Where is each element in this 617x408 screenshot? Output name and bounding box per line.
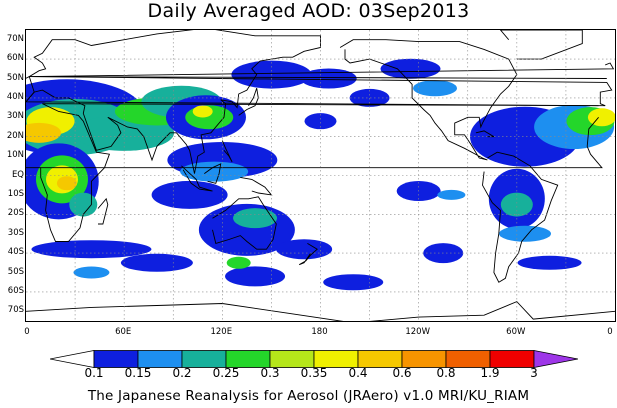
- aod-region: [151, 180, 228, 209]
- great-britain-coastline: [29, 62, 615, 79]
- latitude-label: 60S: [7, 285, 24, 296]
- color-scale-label: 0.4: [348, 366, 368, 380]
- latitude-label: 50N: [6, 72, 24, 83]
- sumatra-java-coastline: [181, 165, 213, 192]
- eurasia-west-coastline: [26, 75, 35, 103]
- borneo-coastline: [204, 163, 222, 184]
- latitude-label: 30N: [6, 111, 24, 122]
- latitude-label: 40S: [7, 247, 24, 258]
- aod-region: [587, 108, 615, 127]
- latitude-label: 10S: [7, 188, 24, 199]
- latitude-label: 20S: [7, 208, 24, 219]
- aod-region: [56, 176, 77, 191]
- new-zealand-coastline: [298, 243, 318, 266]
- latitude-label: 50S: [7, 266, 24, 277]
- aod-region: [437, 189, 466, 200]
- footer-credit: The Japanese Reanalysis for Aerosol (JRA…: [87, 388, 530, 404]
- coastlines: [26, 30, 615, 321]
- aod-region: [304, 113, 337, 130]
- aod-region: [31, 240, 152, 259]
- map-title: Daily Averaged AOD: 03Sep2013: [147, 0, 470, 22]
- latitude-label: 70S: [7, 305, 24, 316]
- aod-region: [69, 192, 98, 217]
- color-scale-label: 0.15: [124, 366, 152, 380]
- color-scale-swatch: [50, 350, 95, 368]
- aod-region: [225, 266, 286, 287]
- latitude-label: 10N: [6, 150, 24, 161]
- color-scale-swatch: [357, 350, 403, 368]
- new-guinea-coastline: [240, 176, 273, 196]
- latitude-label: 60N: [6, 53, 24, 64]
- longitude-label: 0: [24, 327, 30, 337]
- n-america-coastline: [339, 39, 518, 161]
- color-scale-label: 0.3: [260, 366, 280, 380]
- australia-coastline: [212, 196, 277, 250]
- aod-region: [192, 105, 213, 118]
- color-scale-label: 0.2: [172, 366, 192, 380]
- aod-region: [276, 239, 333, 260]
- latitude-label: 70N: [6, 33, 24, 44]
- longitude-label: 60E: [115, 327, 132, 337]
- latitude-label: 20N: [6, 130, 24, 141]
- aod-region: [73, 266, 110, 279]
- color-scale-bar: [50, 350, 578, 368]
- aod-region: [180, 161, 249, 182]
- aod-map: [25, 29, 616, 322]
- aod-region: [380, 58, 441, 79]
- aod-region: [499, 225, 552, 242]
- latitude-label: 30S: [7, 227, 24, 238]
- aod-region: [226, 256, 251, 269]
- longitude-label: 120W: [405, 327, 430, 337]
- color-scale-label: 0.35: [300, 366, 328, 380]
- longitude-label: 60W: [506, 327, 526, 337]
- latitude-label: EQ: [11, 169, 24, 180]
- color-scale-swatch: [93, 350, 139, 368]
- greenland-coastline: [499, 30, 583, 60]
- eurasia-coastline: [26, 30, 613, 174]
- madagascar-coastline: [97, 197, 109, 225]
- longitude-label: 0: [607, 327, 613, 337]
- aod-region: [26, 122, 62, 143]
- longitude-label: 180: [311, 327, 328, 337]
- aod-map-canvas: [26, 30, 615, 321]
- africa-coastline: [40, 103, 606, 242]
- aod-region: [323, 274, 384, 291]
- longitude-label: 120E: [210, 327, 233, 337]
- color-scale-swatch: [137, 350, 183, 368]
- color-scale-swatch: [181, 350, 227, 368]
- aod-region: [233, 208, 278, 229]
- latitude-label: 40N: [6, 91, 24, 102]
- color-scale-swatch: [533, 350, 578, 368]
- color-scale-swatch: [489, 350, 535, 368]
- aod-region: [349, 88, 390, 107]
- color-scale-label: 0.25: [212, 366, 240, 380]
- aod-region: [517, 255, 582, 270]
- antarctica-edge-coastline: [26, 301, 615, 321]
- aod-region: [120, 253, 193, 272]
- color-scale-label: 3: [530, 366, 538, 380]
- color-scale-swatch: [445, 350, 491, 368]
- color-scale-label: 0.1: [84, 366, 104, 380]
- aod-region: [300, 68, 357, 89]
- philippines-coastline: [221, 140, 233, 163]
- color-scale-swatch: [313, 350, 359, 368]
- aod-region: [500, 192, 533, 217]
- color-scale-swatch: [269, 350, 315, 368]
- graticule: [26, 30, 615, 321]
- color-scale-label: 1.9: [480, 366, 500, 380]
- aod-region: [413, 80, 458, 97]
- color-scale-swatch: [225, 350, 271, 368]
- color-scale-label: 0.6: [392, 366, 412, 380]
- color-scale-swatch: [401, 350, 447, 368]
- color-scale-label: 0.8: [436, 366, 456, 380]
